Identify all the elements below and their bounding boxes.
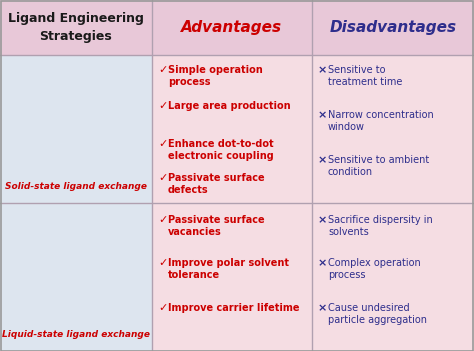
Text: Sensitive to
treatment time: Sensitive to treatment time [328,65,402,87]
Text: Improve polar solvent
tolerance: Improve polar solvent tolerance [168,258,289,280]
Text: ×: × [318,155,328,165]
Text: Advantages: Advantages [182,20,283,35]
Bar [0,55,152,203]
Text: ✓: ✓ [158,101,167,111]
Text: ×: × [318,110,328,120]
Text: Disadvantages: Disadvantages [329,20,456,35]
Text: ×: × [318,303,328,313]
Text: Improve carrier lifetime: Improve carrier lifetime [168,303,300,313]
Text: ✓: ✓ [158,258,167,268]
Text: Sensitive to ambient
condition: Sensitive to ambient condition [328,155,429,177]
Text: Cause undesired
particle aggregation: Cause undesired particle aggregation [328,303,427,325]
Text: Liquid-state ligand exchange: Liquid-state ligand exchange [2,330,150,339]
Bar [152,203,474,351]
Text: Enhance dot-to-dot
electronic coupling: Enhance dot-to-dot electronic coupling [168,139,274,161]
Text: ✓: ✓ [158,139,167,149]
Bar [152,55,474,203]
Text: Narrow concentration
window: Narrow concentration window [328,110,434,132]
Bar [0,0,474,55]
Text: Ligand Engineering
Strategies: Ligand Engineering Strategies [8,12,144,43]
Text: ×: × [318,65,328,75]
Text: ✓: ✓ [158,215,167,225]
Text: Passivate surface
vacancies: Passivate surface vacancies [168,215,264,237]
Text: ×: × [318,215,328,225]
Text: Passivate surface
defects: Passivate surface defects [168,173,264,195]
Text: Solid-state ligand exchange: Solid-state ligand exchange [5,182,147,191]
Bar [0,203,152,351]
Text: ✓: ✓ [158,303,167,313]
Text: ✓: ✓ [158,65,167,75]
Text: Simple operation
process: Simple operation process [168,65,263,87]
Text: ✓: ✓ [158,173,167,183]
Text: ×: × [318,258,328,268]
Text: Sacrifice dispersity in
solvents: Sacrifice dispersity in solvents [328,215,433,237]
Text: Large area production: Large area production [168,101,291,111]
Text: Complex operation
process: Complex operation process [328,258,421,280]
